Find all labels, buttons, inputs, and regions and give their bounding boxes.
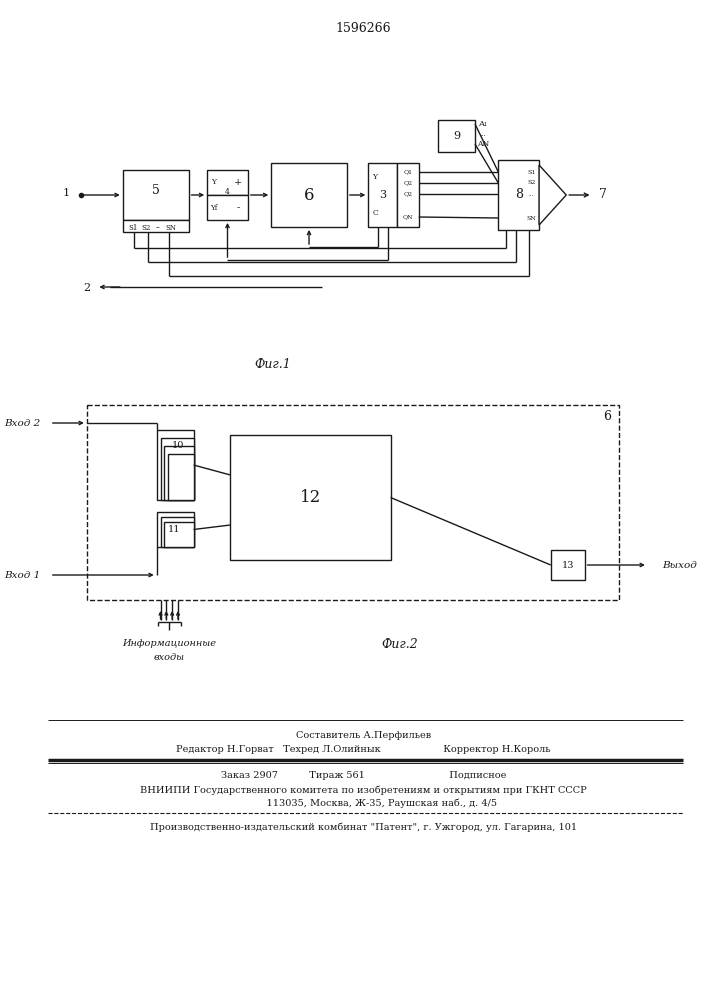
Text: Выход: Выход — [662, 560, 697, 570]
Text: 8: 8 — [515, 188, 522, 202]
Bar — [438, 120, 475, 152]
Bar — [157, 512, 194, 547]
Text: +: + — [234, 178, 243, 187]
Text: Заказ 2907          Тираж 561                           Подписное: Заказ 2907 Тираж 561 Подписное — [221, 772, 506, 780]
Text: A₁: A₁ — [478, 120, 487, 128]
Text: ...: ... — [529, 192, 534, 196]
Text: 12: 12 — [300, 489, 321, 506]
Bar — [123, 170, 189, 220]
Text: S2: S2 — [141, 224, 151, 232]
Bar — [168, 454, 194, 500]
Text: Y: Y — [211, 178, 216, 186]
Text: ВНИИПИ Государственного комитета по изобретениям и открытиям при ГКНТ СССР: ВНИИПИ Государственного комитета по изоб… — [140, 785, 587, 795]
Text: Y: Y — [373, 173, 378, 181]
Text: 9: 9 — [453, 131, 460, 141]
Bar — [230, 435, 390, 560]
Text: S1: S1 — [129, 224, 138, 232]
Text: S2: S2 — [527, 180, 535, 186]
Text: Производственно-издательский комбинат "Патент", г. Ужгород, ул. Гагарина, 101: Производственно-издательский комбинат "П… — [150, 822, 577, 832]
Text: 6: 6 — [603, 410, 611, 424]
Text: Фиг.2: Фиг.2 — [381, 639, 418, 652]
Text: 10: 10 — [172, 440, 185, 450]
Text: Вход 2: Вход 2 — [4, 418, 40, 428]
Text: 1: 1 — [62, 188, 69, 198]
Text: Q1: Q1 — [404, 169, 413, 174]
Text: C: C — [372, 209, 378, 217]
Text: 7: 7 — [600, 188, 607, 202]
Bar — [397, 163, 419, 227]
Bar — [160, 438, 194, 500]
Text: SN: SN — [527, 216, 536, 221]
Bar — [271, 163, 347, 227]
Bar — [123, 220, 189, 232]
Bar — [160, 517, 194, 547]
Text: 11: 11 — [168, 525, 180, 534]
Text: SN: SN — [165, 224, 177, 232]
Bar — [498, 160, 539, 230]
Text: ...: ... — [479, 130, 486, 138]
Text: Q2: Q2 — [404, 180, 413, 186]
Text: 113035, Москва, Ж-35, Раушская наб., д. 4/5: 113035, Москва, Ж-35, Раушская наб., д. … — [229, 798, 498, 808]
Text: Yf: Yf — [210, 204, 218, 212]
Text: Вход 1: Вход 1 — [4, 570, 40, 580]
Text: Информационные: Информационные — [122, 640, 216, 648]
Text: 2: 2 — [83, 283, 90, 293]
Polygon shape — [539, 165, 566, 225]
Text: 4: 4 — [225, 188, 230, 196]
Bar — [87, 405, 619, 600]
Bar — [207, 195, 248, 220]
Text: -: - — [237, 203, 240, 212]
Bar — [368, 163, 397, 227]
Text: 5: 5 — [152, 184, 160, 196]
Bar — [165, 522, 194, 547]
Text: Составитель А.Перфильев: Составитель А.Перфильев — [296, 732, 431, 740]
Text: Фиг.1: Фиг.1 — [255, 359, 291, 371]
Bar — [551, 550, 585, 580]
Text: S1: S1 — [527, 169, 535, 174]
Bar — [165, 446, 194, 500]
Text: 6: 6 — [304, 186, 315, 204]
Bar — [157, 430, 194, 500]
Bar — [207, 170, 248, 195]
Text: --: -- — [156, 224, 160, 232]
Text: AN: AN — [477, 140, 489, 148]
Text: Q2: Q2 — [404, 192, 413, 196]
Text: QN: QN — [403, 215, 414, 220]
Text: Редактор Н.Горват   Техред Л.Олийнык                    Корректор Н.Король: Редактор Н.Горват Техред Л.Олийнык Корре… — [176, 746, 551, 754]
Text: входы: входы — [153, 654, 185, 662]
Text: 13: 13 — [561, 560, 574, 570]
Text: 3: 3 — [379, 190, 386, 200]
Text: 1596266: 1596266 — [336, 21, 391, 34]
